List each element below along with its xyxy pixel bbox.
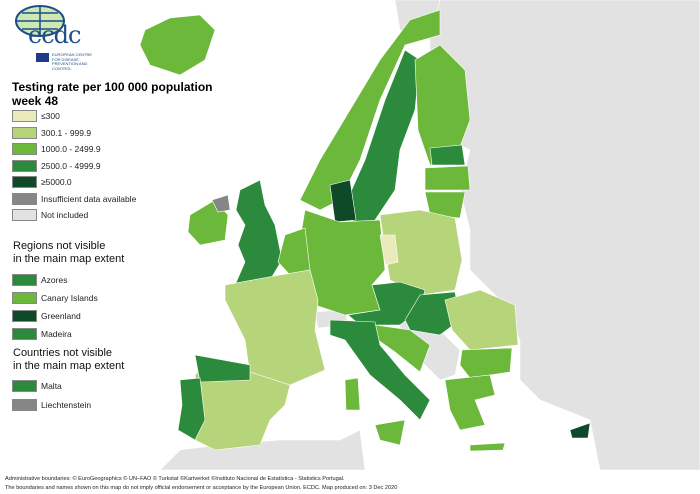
greece — [444, 374, 496, 431]
region-item: Madeira — [12, 328, 72, 340]
iceland — [139, 14, 216, 76]
country-label: Malta — [41, 381, 62, 391]
lithuania — [424, 191, 466, 219]
region-swatch — [12, 274, 37, 286]
legend-label: 300.1 - 999.9 — [41, 127, 92, 138]
legend-label: 1000.0 - 2499.9 — [41, 144, 101, 154]
legend-swatch — [12, 209, 37, 221]
countries-heading-line1: Countries not visible — [13, 347, 113, 359]
legend-item: 1000.0 - 2499.9 — [12, 143, 101, 155]
footer-disclaimer: The boundaries and names shown on this m… — [5, 485, 398, 491]
legend-title-line1: Testing rate per 100 000 population — [12, 80, 213, 94]
legend-item: 2500.0 - 4999.9 — [12, 159, 101, 172]
region-item: Greenland — [12, 310, 81, 322]
countries-heading-line2: in the main map extent — [13, 360, 125, 372]
eu-flag-icon — [36, 53, 49, 62]
region-label: Greenland — [41, 311, 81, 321]
region-item: Azores — [12, 274, 67, 286]
footer-attribution: Administrative boundaries: © EuroGeograp… — [5, 476, 345, 482]
estonia — [429, 144, 466, 166]
legend-label: 2500.0 - 4999.9 — [41, 160, 101, 171]
legend-swatch — [12, 159, 37, 172]
legend-swatch — [12, 143, 37, 155]
region-swatch — [12, 328, 37, 340]
regions-heading: Regions not visible in the main map exte… — [13, 240, 124, 266]
legend-label: ≥5000.0 — [41, 177, 72, 187]
legend-item: Not included — [12, 209, 88, 221]
country-label: Liechtenstein — [41, 400, 92, 410]
region-swatch — [12, 310, 37, 322]
latvia — [424, 165, 471, 191]
country-item: Liechtenstein — [12, 399, 91, 411]
region-label: Madeira — [41, 329, 72, 339]
france — [224, 269, 326, 386]
portugal — [177, 377, 206, 441]
czechia-austria — [347, 281, 426, 326]
north-africa — [159, 429, 366, 471]
romania — [444, 289, 519, 351]
legend-item: ≥5000.0 — [12, 176, 72, 188]
legend-label: Insufficient data available — [41, 193, 137, 204]
legend-item: ≤300 — [12, 110, 60, 122]
cyprus — [569, 422, 591, 439]
country-swatch — [12, 380, 37, 392]
legend-label: Not included — [41, 210, 89, 220]
sardinia — [344, 377, 361, 411]
denmark — [329, 179, 357, 223]
regions-heading-line2: in the main map extent — [13, 253, 125, 265]
region-item: Canary Islands — [12, 292, 98, 304]
region-label: Canary Islands — [41, 293, 98, 303]
country-swatch — [12, 399, 37, 411]
legend-swatch — [12, 192, 37, 205]
poland-region-low — [379, 234, 399, 266]
non-eu-east — [429, 0, 700, 471]
legend-title-line2: week 48 — [12, 94, 59, 108]
globe-icon — [15, 5, 65, 37]
uk — [234, 179, 283, 286]
northern-ireland — [211, 194, 231, 213]
netherlands-belgium — [277, 227, 311, 276]
legend-swatch — [12, 126, 37, 139]
region-swatch — [12, 292, 37, 304]
spain-north — [194, 354, 251, 383]
region-label: Azores — [41, 275, 68, 285]
legend-title: Testing rate per 100 000 population week… — [12, 80, 213, 108]
legend-item: Insufficient data available — [12, 192, 137, 205]
logo-subtitle: EUROPEAN CENTRE FOR DISEASE PREVENTION A… — [52, 52, 93, 71]
legend-swatch — [12, 110, 37, 122]
countries-heading: Countries not visible in the main map ex… — [13, 347, 124, 373]
italy — [329, 319, 431, 421]
regions-heading-line1: Regions not visible — [13, 240, 106, 252]
ecdc-logo: ecdc EUROPEAN CENTRE FOR DISEASE PREVENT… — [8, 4, 108, 72]
finland — [414, 44, 471, 166]
bulgaria — [459, 347, 513, 379]
crete — [469, 442, 506, 452]
legend-swatch — [12, 176, 37, 188]
sicily — [374, 419, 406, 446]
country-item: Malta — [12, 380, 62, 392]
logo-text: ecdc — [28, 21, 81, 49]
legend-label: ≤300 — [41, 111, 60, 121]
legend-item: 300.1 - 999.9 — [12, 126, 92, 139]
